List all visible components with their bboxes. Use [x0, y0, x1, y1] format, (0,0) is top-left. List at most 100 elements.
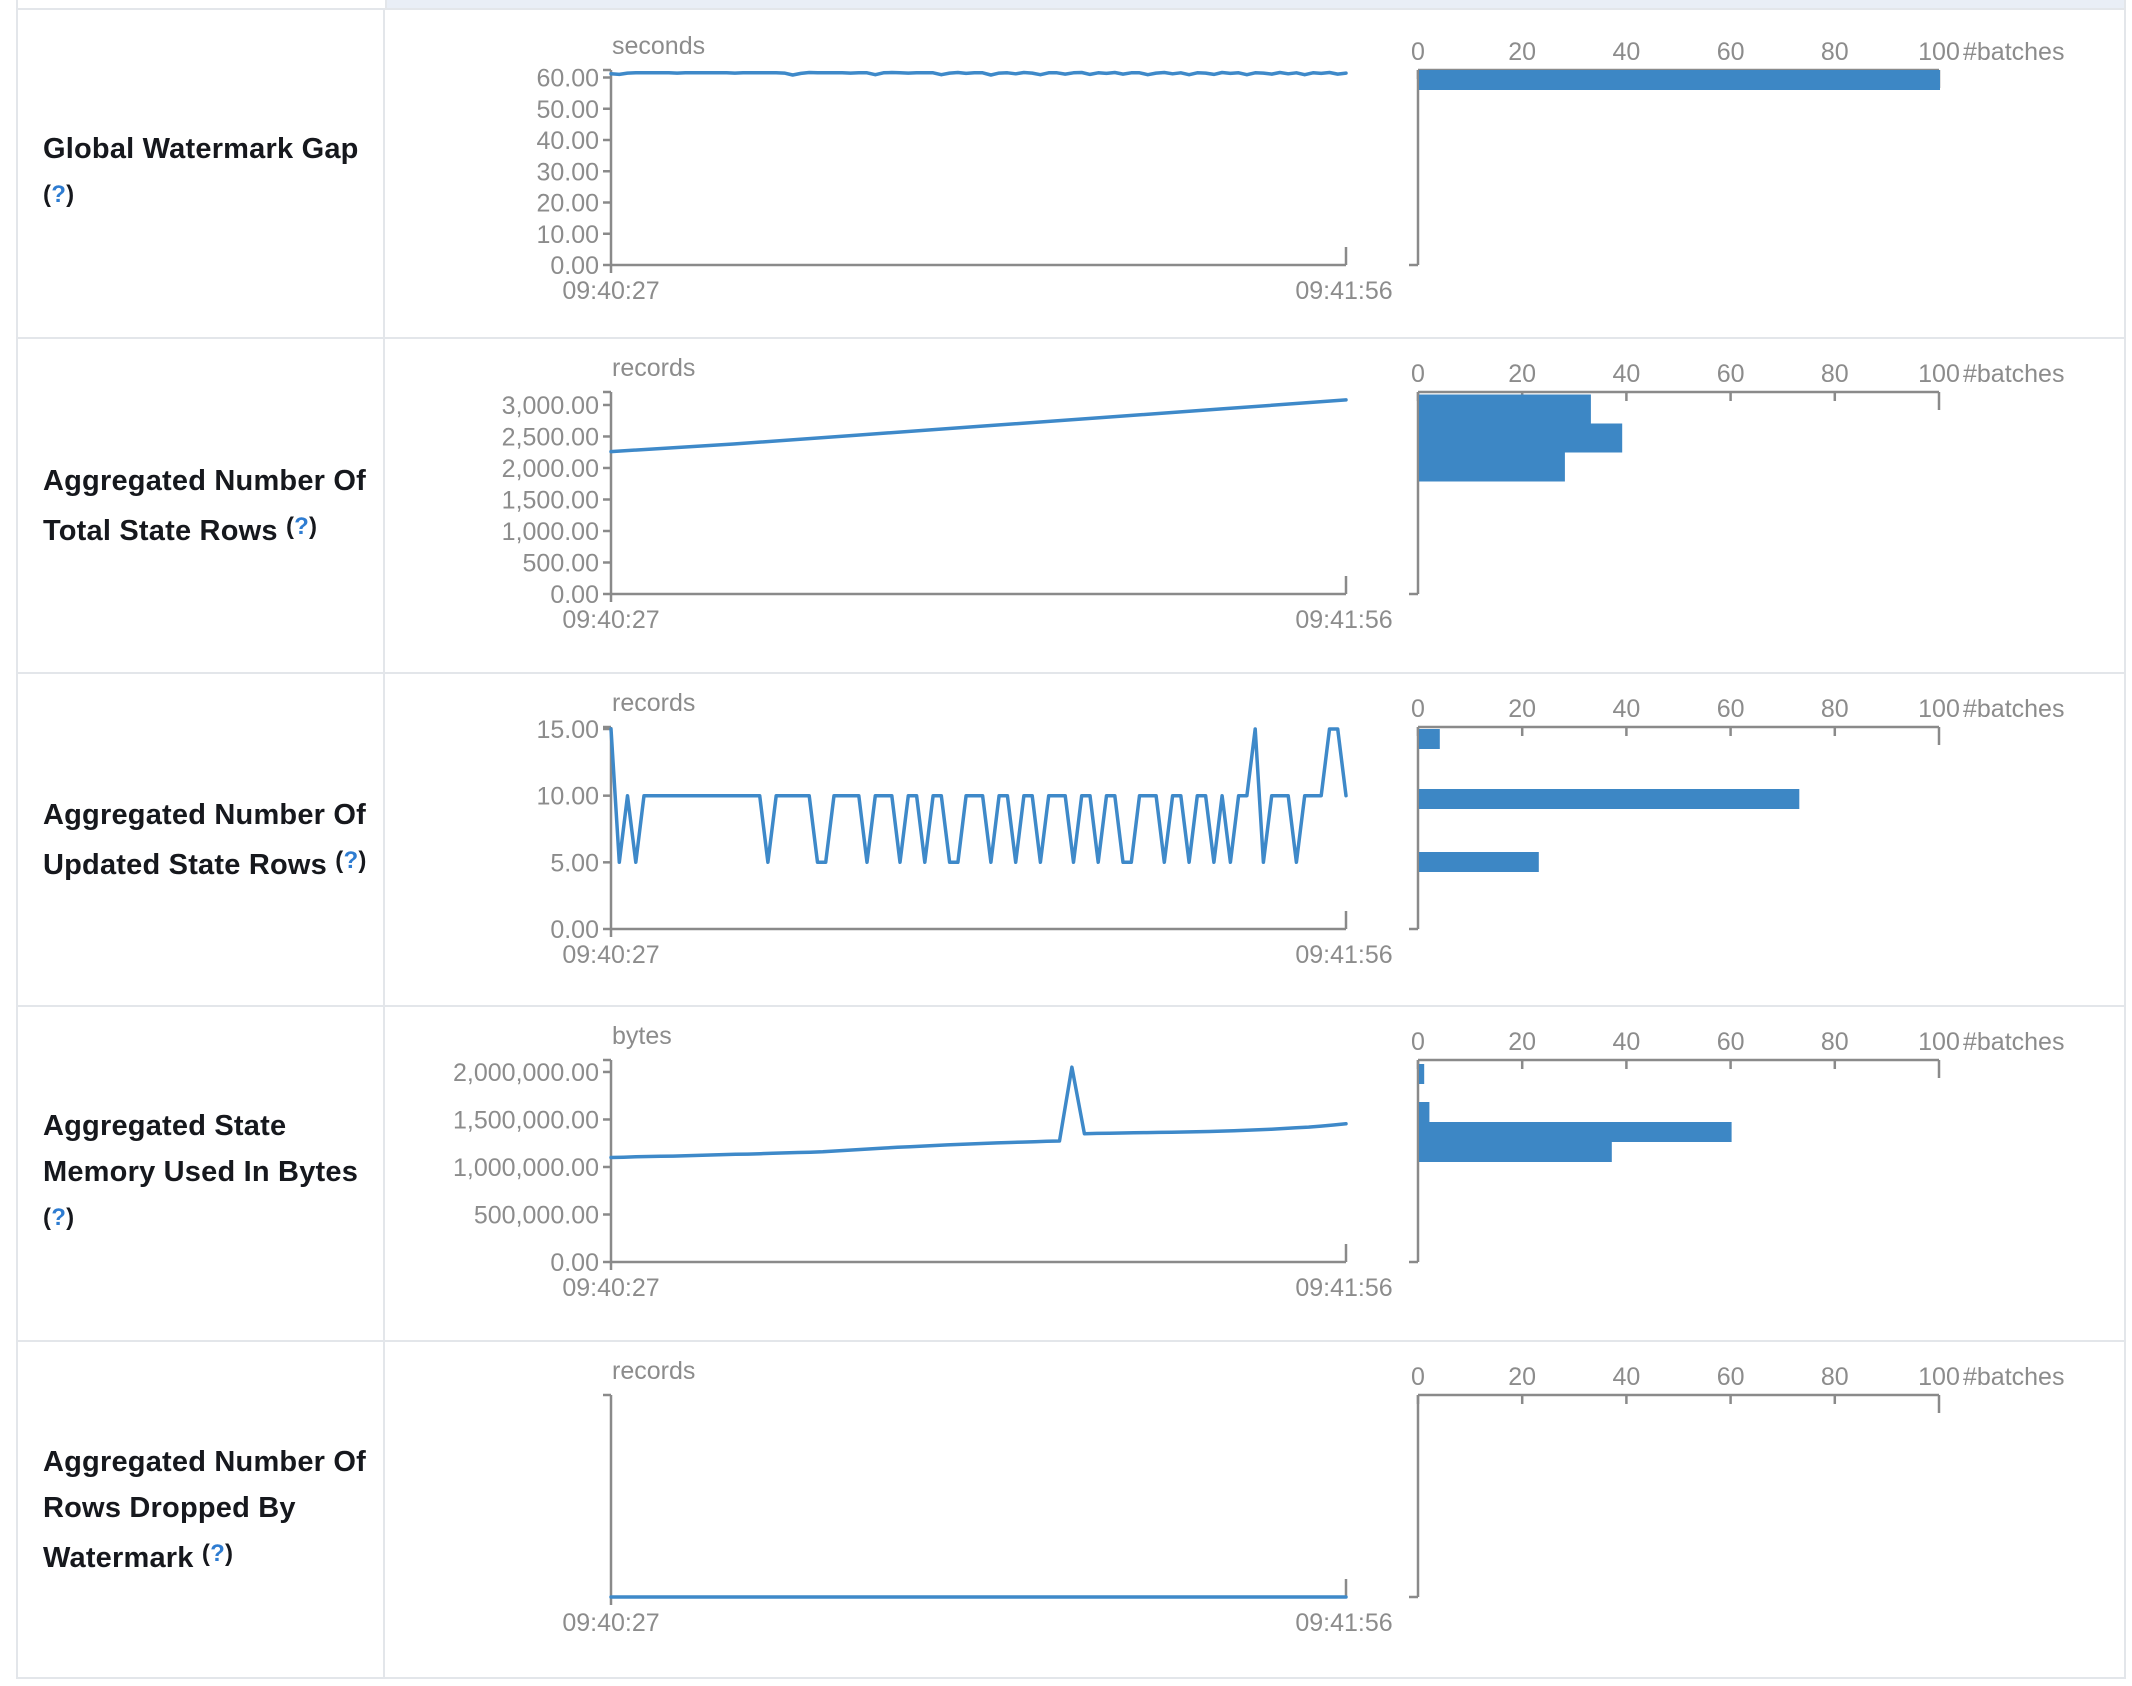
histogram-bar [1419, 1064, 1425, 1084]
svg-text:09:41:56: 09:41:56 [1295, 606, 1392, 634]
metric-row-state-memory: Aggregated State Memory Used In Bytes (?… [18, 1005, 2124, 1340]
metric-label: Aggregated Number Of Rows Dropped By Wat… [43, 1439, 369, 1581]
svg-text:20.00: 20.00 [536, 190, 599, 218]
svg-text:1,000.00: 1,000.00 [502, 518, 599, 546]
chart-svg: records 09:40:27 09:41:56 0 20 40 60 80 100 #batc… [562, 1357, 2064, 1637]
svg-text:20: 20 [1508, 1363, 1536, 1391]
metric-row-rows-dropped: Aggregated Number Of Rows Dropped By Wat… [18, 1340, 2124, 1677]
help-paren-close: ) [358, 846, 367, 874]
timeline-line [609, 398, 1348, 454]
help-paren-close: ) [309, 512, 318, 540]
svg-text:40.00: 40.00 [536, 127, 599, 155]
svg-text:50.00: 50.00 [536, 96, 599, 124]
help-question-icon[interactable]: ? [51, 180, 67, 208]
svg-text:60.00: 60.00 [536, 65, 599, 93]
svg-text:#batches: #batches [1963, 695, 2064, 723]
batches-histogram: 0 20 40 60 80 100 #batches [1409, 360, 2064, 596]
help-tooltip: (?) [286, 513, 317, 540]
help-paren-open: ( [43, 1203, 52, 1231]
timeline-chart: seconds 60.00 50.00 40.00 30.00 20.00 10.00 0.0… [536, 32, 1392, 305]
svg-text:#batches: #batches [1963, 360, 2064, 388]
svg-text:0.00: 0.00 [550, 916, 599, 944]
svg-text:3,000.00: 3,000.00 [502, 392, 599, 420]
batches-histogram: 0 20 40 60 80 100 #batches [1409, 1028, 2064, 1264]
help-question-icon[interactable]: ? [51, 1203, 67, 1231]
metric-row-watermark-gap: Global Watermark Gap (?) seconds 60.00 50.… [18, 10, 2124, 337]
histogram-bar [1419, 394, 1591, 424]
timeline-line [609, 70, 1348, 77]
metric-label-text: Global Watermark Gap [43, 132, 359, 165]
metric-label-cell: Aggregated Number Of Updated State Rows … [18, 674, 385, 1005]
help-paren-open: ( [201, 1539, 211, 1567]
svg-text:09:41:56: 09:41:56 [1295, 941, 1392, 969]
svg-text:40: 40 [1612, 360, 1640, 388]
svg-text:20: 20 [1508, 1028, 1536, 1056]
svg-text:80: 80 [1821, 38, 1849, 66]
total-state-rows-charts: records 3,000.00 2,500.00 2,000.00 1,500.00 1… [385, 339, 2124, 672]
svg-text:2,000.00: 2,000.00 [502, 455, 599, 483]
svg-text:bytes: bytes [612, 1022, 672, 1050]
svg-text:60: 60 [1717, 360, 1745, 388]
svg-text:40: 40 [1612, 1028, 1640, 1056]
svg-text:1,000,000.00: 1,000,000.00 [453, 1154, 599, 1182]
svg-text:0: 0 [1411, 1028, 1425, 1056]
svg-text:40: 40 [1612, 1363, 1640, 1391]
histogram-bar [1419, 789, 1800, 809]
svg-text:0: 0 [1411, 360, 1425, 388]
histogram-bar [1419, 1102, 1430, 1122]
metric-label: Aggregated State Memory Used In Bytes (?… [43, 1103, 369, 1245]
metric-row-total-state-rows: Aggregated Number Of Total State Rows (?… [18, 337, 2124, 672]
help-question-icon[interactable]: ? [294, 512, 310, 540]
timeline-chart: records 09:40:27 09:41:56 [562, 1357, 1392, 1637]
chart-svg: records 3,000.00 2,500.00 2,000.00 1,500.00 1… [502, 354, 2065, 634]
svg-text:20: 20 [1508, 360, 1536, 388]
metric-label-text: Aggregated Number Of Rows Dropped By Wat… [43, 1445, 367, 1574]
svg-text:#batches: #batches [1963, 38, 2064, 66]
svg-text:80: 80 [1821, 360, 1849, 388]
previous-row-chart-sliver [387, 0, 2124, 8]
metric-label-text: Aggregated State Memory Used In Bytes [43, 1109, 359, 1188]
svg-text:100: 100 [1918, 695, 1960, 723]
svg-text:#batches: #batches [1963, 1028, 2064, 1056]
metric-label-cell: Aggregated State Memory Used In Bytes (?… [18, 1007, 385, 1340]
svg-text:09:40:27: 09:40:27 [562, 941, 659, 969]
chart-svg: seconds 60.00 50.00 40.00 30.00 20.00 10.00 0.0… [536, 32, 2064, 305]
svg-text:0: 0 [1411, 1363, 1425, 1391]
svg-text:records: records [612, 354, 695, 382]
svg-text:500,000.00: 500,000.00 [474, 1201, 599, 1229]
help-question-icon[interactable]: ? [343, 846, 359, 874]
metric-label: Aggregated Number Of Total State Rows (?… [43, 458, 369, 554]
svg-text:40: 40 [1612, 38, 1640, 66]
timeline-chart: records 3,000.00 2,500.00 2,000.00 1,500.00 1… [502, 354, 1393, 634]
svg-text:#batches: #batches [1963, 1363, 2064, 1391]
svg-text:100: 100 [1918, 360, 1960, 388]
batches-histogram: 0 20 40 60 80 100 #batches [1409, 695, 2064, 931]
metric-label-cell: Aggregated Number Of Total State Rows (?… [18, 339, 385, 672]
previous-row-sliver [18, 0, 2124, 10]
histogram-bar [1419, 423, 1623, 453]
help-question-icon[interactable]: ? [210, 1539, 225, 1567]
help-paren-open: ( [43, 180, 52, 208]
help-tooltip: (?) [43, 1204, 74, 1231]
svg-text:09:41:56: 09:41:56 [1295, 277, 1392, 305]
updated-state-rows-charts: records 15.00 10.00 5.00 0.00 09:40:27 09:41:5… [385, 674, 2124, 1005]
metric-label: Aggregated Number Of Updated State Rows … [43, 792, 369, 888]
svg-text:80: 80 [1821, 1028, 1849, 1056]
help-paren-close: ) [66, 1203, 75, 1231]
histogram-bar [1419, 852, 1539, 872]
svg-text:09:40:27: 09:40:27 [562, 606, 659, 634]
svg-text:15.00: 15.00 [536, 716, 599, 744]
svg-text:1,500.00: 1,500.00 [502, 486, 599, 514]
histogram-bar [1419, 452, 1565, 482]
metric-label-text: Aggregated Number Of Updated State Rows [43, 798, 367, 881]
svg-text:09:40:27: 09:40:27 [562, 1274, 659, 1302]
svg-text:20: 20 [1508, 695, 1536, 723]
svg-text:records: records [612, 689, 695, 717]
svg-text:0: 0 [1411, 695, 1425, 723]
batches-histogram: 0 20 40 60 80 100 #batches [1409, 38, 2064, 267]
svg-text:100: 100 [1918, 38, 1960, 66]
svg-text:500.00: 500.00 [523, 549, 599, 577]
